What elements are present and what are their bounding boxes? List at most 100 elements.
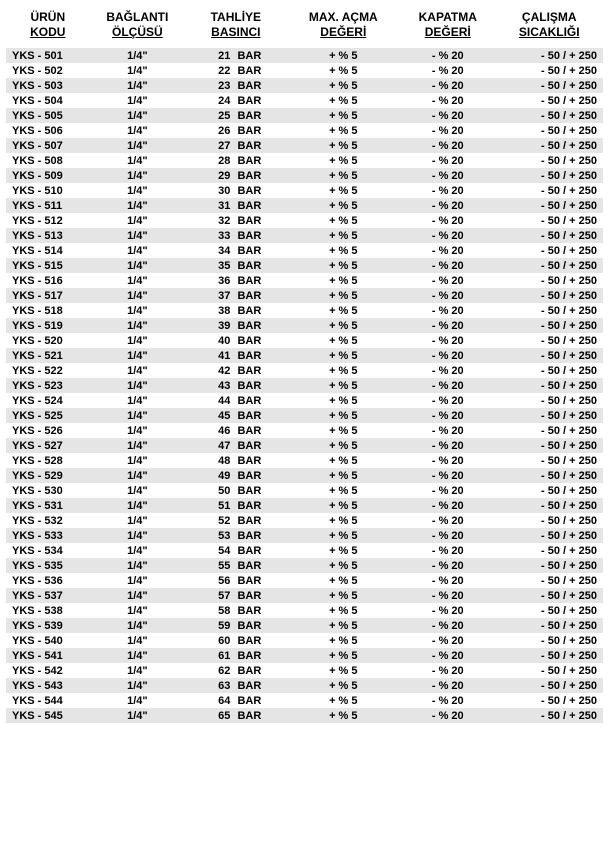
table-row: YKS - 5131/4"33 BAR+ % 5- % 20- 50 / + 2… — [6, 228, 603, 243]
cell-code: YKS - 545 — [6, 708, 90, 723]
cell-close: - % 20 — [400, 513, 496, 528]
cell-pressure: 65 BAR — [185, 708, 286, 723]
table-row: YKS - 5151/4"35 BAR+ % 5- % 20- 50 / + 2… — [6, 258, 603, 273]
cell-maxopen: + % 5 — [287, 288, 400, 303]
cell-close: - % 20 — [400, 123, 496, 138]
cell-code: YKS - 512 — [6, 213, 90, 228]
cell-code: YKS - 504 — [6, 93, 90, 108]
cell-conn: 1/4" — [90, 378, 186, 393]
cell-temp: - 50 / + 250 — [496, 333, 603, 348]
cell-close: - % 20 — [400, 108, 496, 123]
cell-code: YKS - 539 — [6, 618, 90, 633]
cell-maxopen: + % 5 — [287, 63, 400, 78]
cell-conn: 1/4" — [90, 348, 186, 363]
cell-temp: - 50 / + 250 — [496, 93, 603, 108]
cell-code: YKS - 505 — [6, 108, 90, 123]
cell-temp: - 50 / + 250 — [496, 633, 603, 648]
cell-temp: - 50 / + 250 — [496, 573, 603, 588]
cell-close: - % 20 — [400, 408, 496, 423]
cell-close: - % 20 — [400, 468, 496, 483]
cell-close: - % 20 — [400, 213, 496, 228]
cell-pressure: 39 BAR — [185, 318, 286, 333]
cell-conn: 1/4" — [90, 198, 186, 213]
cell-pressure: 21 BAR — [185, 48, 286, 63]
table-row: YKS - 5431/4"63 BAR+ % 5- % 20- 50 / + 2… — [6, 678, 603, 693]
cell-conn: 1/4" — [90, 663, 186, 678]
cell-conn: 1/4" — [90, 123, 186, 138]
table-row: YKS - 5161/4"36 BAR+ % 5- % 20- 50 / + 2… — [6, 273, 603, 288]
cell-maxopen: + % 5 — [287, 48, 400, 63]
cell-maxopen: + % 5 — [287, 618, 400, 633]
cell-pressure: 27 BAR — [185, 138, 286, 153]
cell-conn: 1/4" — [90, 693, 186, 708]
cell-pressure: 53 BAR — [185, 528, 286, 543]
cell-conn: 1/4" — [90, 273, 186, 288]
cell-conn: 1/4" — [90, 573, 186, 588]
cell-close: - % 20 — [400, 648, 496, 663]
cell-temp: - 50 / + 250 — [496, 678, 603, 693]
table-row: YKS - 5011/4"21 BAR+ % 5- % 20- 50 / + 2… — [6, 48, 603, 63]
cell-code: YKS - 507 — [6, 138, 90, 153]
cell-code: YKS - 542 — [6, 663, 90, 678]
cell-temp: - 50 / + 250 — [496, 438, 603, 453]
cell-temp: - 50 / + 250 — [496, 258, 603, 273]
cell-close: - % 20 — [400, 573, 496, 588]
cell-pressure: 59 BAR — [185, 618, 286, 633]
cell-conn: 1/4" — [90, 483, 186, 498]
cell-code: YKS - 543 — [6, 678, 90, 693]
cell-conn: 1/4" — [90, 618, 186, 633]
table-row: YKS - 5031/4"23 BAR+ % 5- % 20- 50 / + 2… — [6, 78, 603, 93]
table-row: YKS - 5371/4"57 BAR+ % 5- % 20- 50 / + 2… — [6, 588, 603, 603]
cell-maxopen: + % 5 — [287, 588, 400, 603]
table-row: YKS - 5381/4"58 BAR+ % 5- % 20- 50 / + 2… — [6, 603, 603, 618]
table-row: YKS - 5311/4"51 BAR+ % 5- % 20- 50 / + 2… — [6, 498, 603, 513]
cell-code: YKS - 532 — [6, 513, 90, 528]
cell-pressure: 57 BAR — [185, 588, 286, 603]
cell-maxopen: + % 5 — [287, 498, 400, 513]
table-row: YKS - 5171/4"37 BAR+ % 5- % 20- 50 / + 2… — [6, 288, 603, 303]
cell-maxopen: + % 5 — [287, 528, 400, 543]
cell-pressure: 62 BAR — [185, 663, 286, 678]
cell-maxopen: + % 5 — [287, 243, 400, 258]
cell-close: - % 20 — [400, 618, 496, 633]
col-header-close: KAPATMA DEĞERİ — [400, 8, 496, 48]
cell-close: - % 20 — [400, 198, 496, 213]
cell-close: - % 20 — [400, 663, 496, 678]
table-row: YKS - 5201/4"40 BAR+ % 5- % 20- 50 / + 2… — [6, 333, 603, 348]
cell-code: YKS - 513 — [6, 228, 90, 243]
cell-pressure: 55 BAR — [185, 558, 286, 573]
cell-temp: - 50 / + 250 — [496, 243, 603, 258]
cell-code: YKS - 526 — [6, 423, 90, 438]
cell-pressure: 36 BAR — [185, 273, 286, 288]
cell-maxopen: + % 5 — [287, 363, 400, 378]
cell-pressure: 46 BAR — [185, 423, 286, 438]
cell-pressure: 35 BAR — [185, 258, 286, 273]
cell-conn: 1/4" — [90, 318, 186, 333]
cell-pressure: 30 BAR — [185, 183, 286, 198]
cell-close: - % 20 — [400, 588, 496, 603]
cell-close: - % 20 — [400, 228, 496, 243]
cell-close: - % 20 — [400, 318, 496, 333]
col-header-line1: KAPATMA — [419, 10, 477, 24]
cell-pressure: 47 BAR — [185, 438, 286, 453]
cell-code: YKS - 509 — [6, 168, 90, 183]
cell-code: YKS - 537 — [6, 588, 90, 603]
cell-conn: 1/4" — [90, 633, 186, 648]
cell-conn: 1/4" — [90, 393, 186, 408]
cell-conn: 1/4" — [90, 513, 186, 528]
table-row: YKS - 5301/4"50 BAR+ % 5- % 20- 50 / + 2… — [6, 483, 603, 498]
cell-maxopen: + % 5 — [287, 543, 400, 558]
cell-maxopen: + % 5 — [287, 303, 400, 318]
table-row: YKS - 5021/4"22 BAR+ % 5- % 20- 50 / + 2… — [6, 63, 603, 78]
cell-close: - % 20 — [400, 528, 496, 543]
cell-pressure: 37 BAR — [185, 288, 286, 303]
cell-pressure: 63 BAR — [185, 678, 286, 693]
cell-maxopen: + % 5 — [287, 168, 400, 183]
table-row: YKS - 5191/4"39 BAR+ % 5- % 20- 50 / + 2… — [6, 318, 603, 333]
cell-conn: 1/4" — [90, 453, 186, 468]
cell-temp: - 50 / + 250 — [496, 153, 603, 168]
cell-pressure: 42 BAR — [185, 363, 286, 378]
table-row: YKS - 5271/4"47 BAR+ % 5- % 20- 50 / + 2… — [6, 438, 603, 453]
cell-temp: - 50 / + 250 — [496, 558, 603, 573]
table-row: YKS - 5091/4"29 BAR+ % 5- % 20- 50 / + 2… — [6, 168, 603, 183]
